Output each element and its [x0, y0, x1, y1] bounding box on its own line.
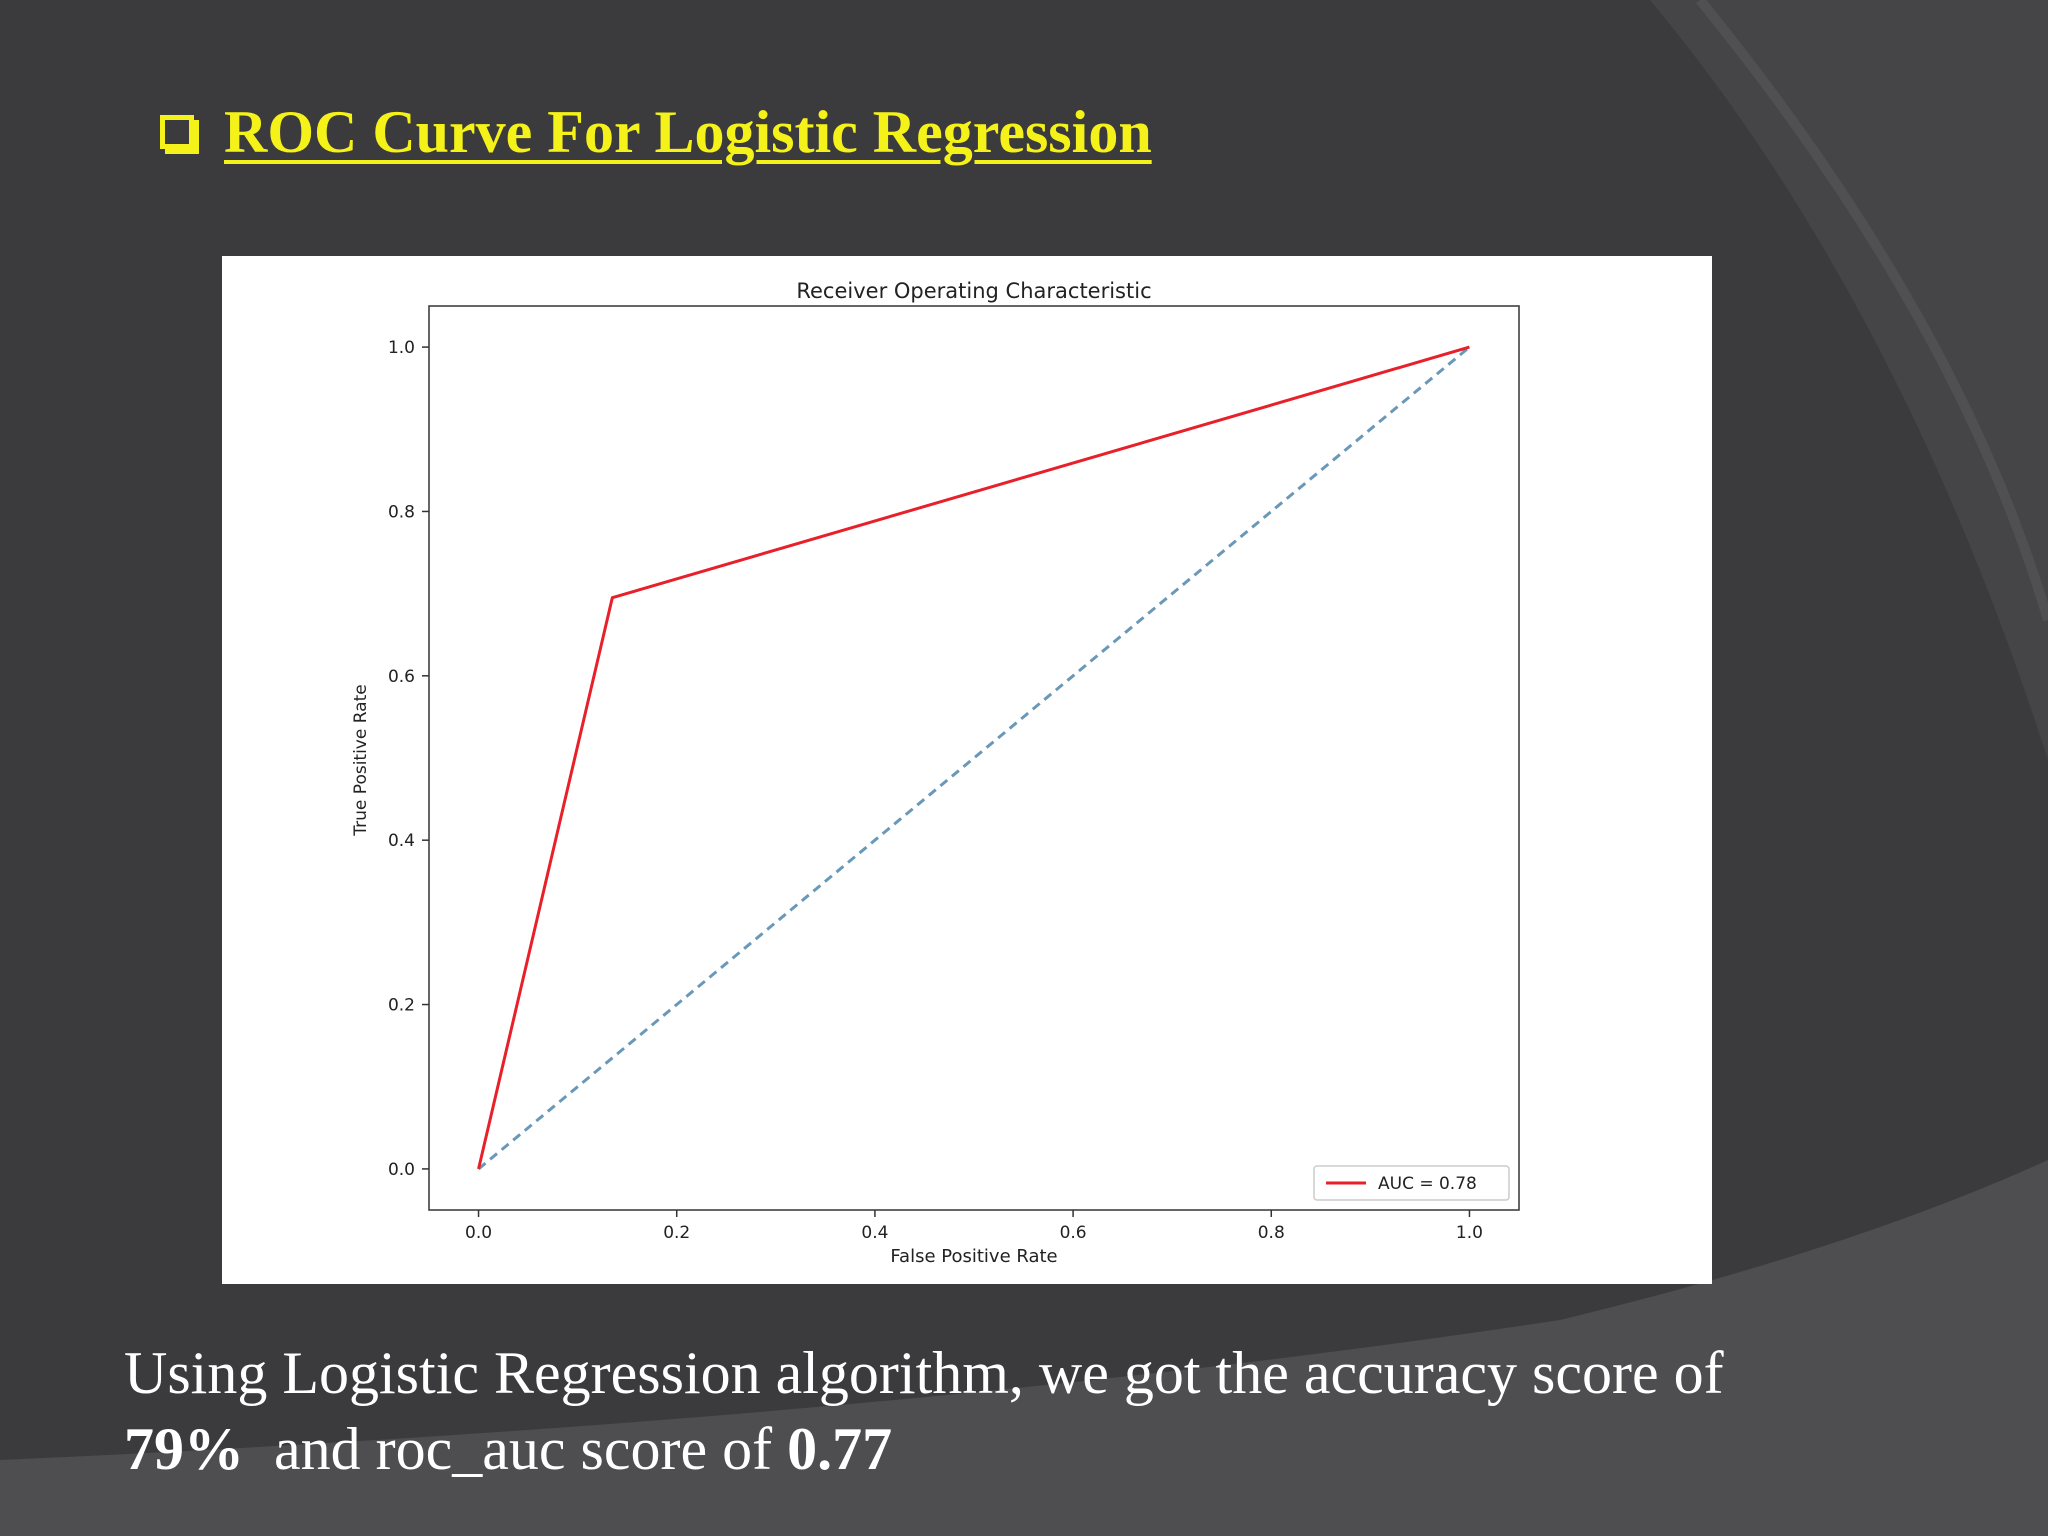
x-tick-label: 0.6 — [1060, 1223, 1087, 1243]
x-tick-label: 0.0 — [465, 1223, 492, 1243]
y-tick-label: 0.8 — [388, 502, 415, 522]
legend: AUC = 0.78 — [1313, 1165, 1510, 1201]
slide-title: ROC Curve For Logistic Regression — [160, 92, 1152, 172]
x-tick-label: 0.4 — [861, 1223, 888, 1243]
caption-middle: and roc_auc score of — [274, 1416, 773, 1482]
caption: Using Logistic Regression algorithm, we … — [124, 1335, 2004, 1487]
y-tick-label: 1.0 — [388, 338, 415, 358]
chart-svg: Receiver Operating Characteristic False … — [351, 279, 1520, 1267]
series-line-1 — [477, 345, 1471, 1171]
legend-entry: AUC = 0.78 — [1378, 1174, 1477, 1194]
chart-title: Receiver Operating Characteristic — [796, 279, 1151, 303]
x-axis-label: False Positive Rate — [890, 1246, 1057, 1267]
legend-box — [1313, 1165, 1510, 1201]
y-tick-label: 0.2 — [388, 996, 415, 1016]
x-tick-label: 0.8 — [1258, 1223, 1285, 1243]
y-tick-label: 0.4 — [388, 831, 415, 851]
y-tick-label: 0.6 — [388, 667, 415, 687]
series-line-0 — [477, 345, 1470, 1170]
y-tick-label: 0.0 — [388, 1160, 415, 1180]
x-tick-label: 1.0 — [1456, 1223, 1483, 1243]
caption-line1: Using Logistic Regression algorithm, we … — [124, 1340, 1724, 1406]
auc-value: 0.77 — [787, 1416, 893, 1482]
plot-frame — [428, 305, 1520, 1211]
square-bullet-icon — [160, 115, 194, 149]
heading-text: ROC Curve For Logistic Regression — [224, 98, 1152, 165]
series-lines — [477, 345, 1471, 1171]
y-axis-label: True Positive Rate — [351, 684, 371, 836]
accuracy-value: 79% — [124, 1416, 244, 1482]
axis-ticks: 0.0 0.2 0.4 0.6 0.8 1.0 0.0 0.2 0.4 0.6 0.8 1.0 — [388, 338, 1483, 1243]
roc-chart: Receiver Operating Characteristic False … — [222, 256, 1712, 1284]
x-tick-label: 0.2 — [663, 1223, 690, 1243]
